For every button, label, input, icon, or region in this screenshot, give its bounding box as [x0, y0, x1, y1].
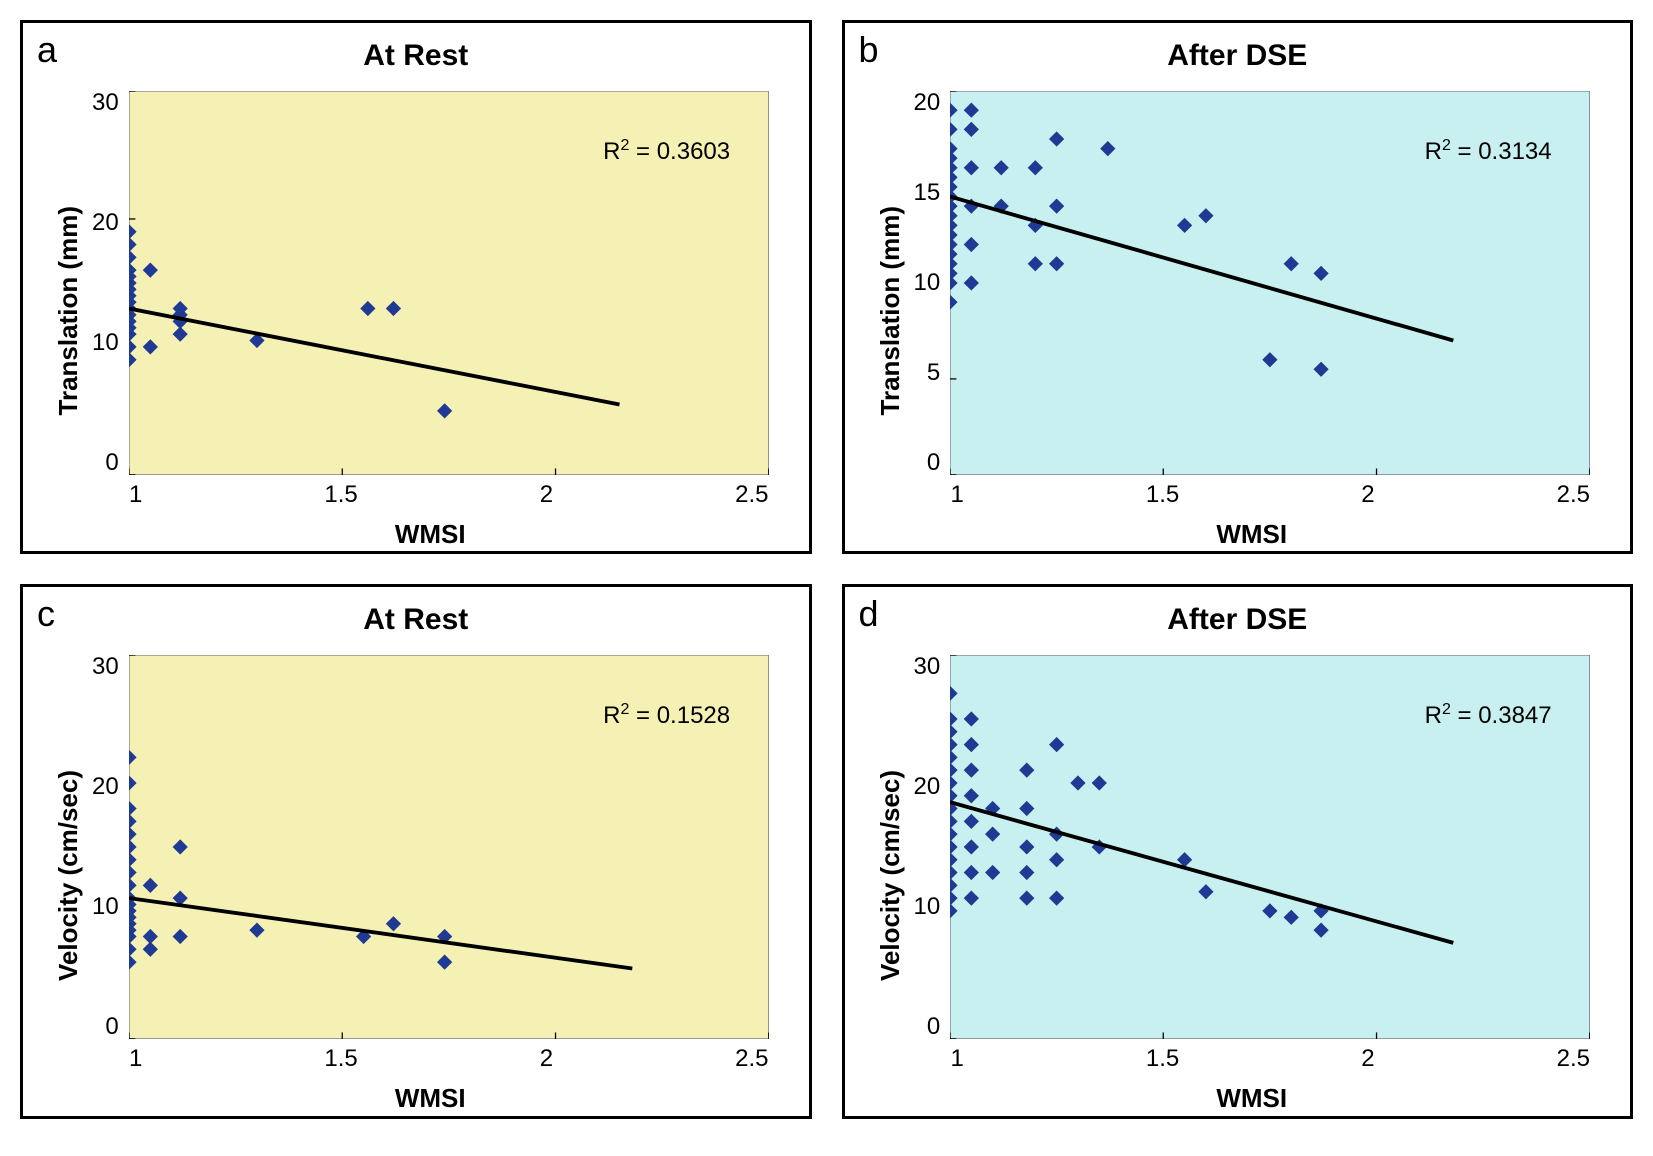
- y-axis-label: Translation (mm): [875, 206, 906, 415]
- x-ticks: 11.522.5: [129, 481, 769, 509]
- panel-b: bAfter DSE Translation (mm) 20151050 R2 = 0…: [842, 20, 1634, 554]
- y-ticks: 20151050: [914, 91, 951, 475]
- panel-label: b: [859, 29, 879, 71]
- panel-label: a: [37, 29, 57, 71]
- plot-area: R2 = 0.3134: [950, 91, 1590, 475]
- x-axis-label: WMSI: [92, 519, 769, 550]
- chart-area: Translation (mm) 20151050 R2 = 0.3134 11.52…: [845, 81, 1631, 551]
- x-ticks: 11.522.5: [129, 1045, 769, 1073]
- y-axis-label: Velocity (cm/sec): [875, 770, 906, 981]
- chart-area: Translation (mm) 3020100 R2 = 0.3603 11.522…: [23, 81, 809, 551]
- x-ticks: 11.522.5: [951, 1045, 1591, 1073]
- panel-d: dAfter DSE Velocity (cm/sec) 3020100 R2 = 0…: [842, 584, 1634, 1118]
- panel-title: At Rest: [23, 603, 809, 637]
- panel-c: cAt Rest Velocity (cm/sec) 3020100 R2 = 0.1…: [20, 584, 812, 1118]
- x-axis-label: WMSI: [914, 519, 1591, 550]
- y-ticks: 3020100: [92, 91, 129, 475]
- y-ticks: 3020100: [914, 655, 951, 1039]
- panel-grid: aAt RestTranslation (mm)3020100R2 = 0.36…: [20, 20, 1633, 1107]
- panel-title: At Rest: [23, 39, 809, 73]
- y-axis-label: Translation (mm): [53, 206, 84, 415]
- panel-label: c: [37, 593, 55, 635]
- y-ticks: 3020100: [92, 655, 129, 1039]
- plot-area: R2 = 0.3847: [950, 655, 1590, 1039]
- r-squared-label: R2 = 0.1528: [603, 701, 730, 730]
- panel-label: d: [859, 593, 879, 635]
- r-squared-label: R2 = 0.3134: [1425, 137, 1552, 166]
- r-squared-label: R2 = 0.3603: [603, 137, 730, 166]
- plot-area: R2 = 0.3603: [129, 91, 769, 475]
- x-ticks: 11.522.5: [951, 481, 1591, 509]
- x-axis-label: WMSI: [914, 1083, 1591, 1114]
- chart-area: Velocity (cm/sec) 3020100 R2 = 0.3847 11.52…: [845, 645, 1631, 1115]
- plot-area: R2 = 0.1528: [129, 655, 769, 1039]
- r-squared-label: R2 = 0.3847: [1425, 701, 1552, 730]
- y-axis-label: Velocity (cm/sec): [53, 770, 84, 981]
- x-axis-label: WMSI: [92, 1083, 769, 1114]
- panel-title: After DSE: [845, 39, 1631, 73]
- panel-a: aAt Rest Translation (mm) 3020100 R2 = 0.36…: [20, 20, 812, 554]
- panel-title: After DSE: [845, 603, 1631, 637]
- chart-area: Velocity (cm/sec) 3020100 R2 = 0.1528 11.52…: [23, 645, 809, 1115]
